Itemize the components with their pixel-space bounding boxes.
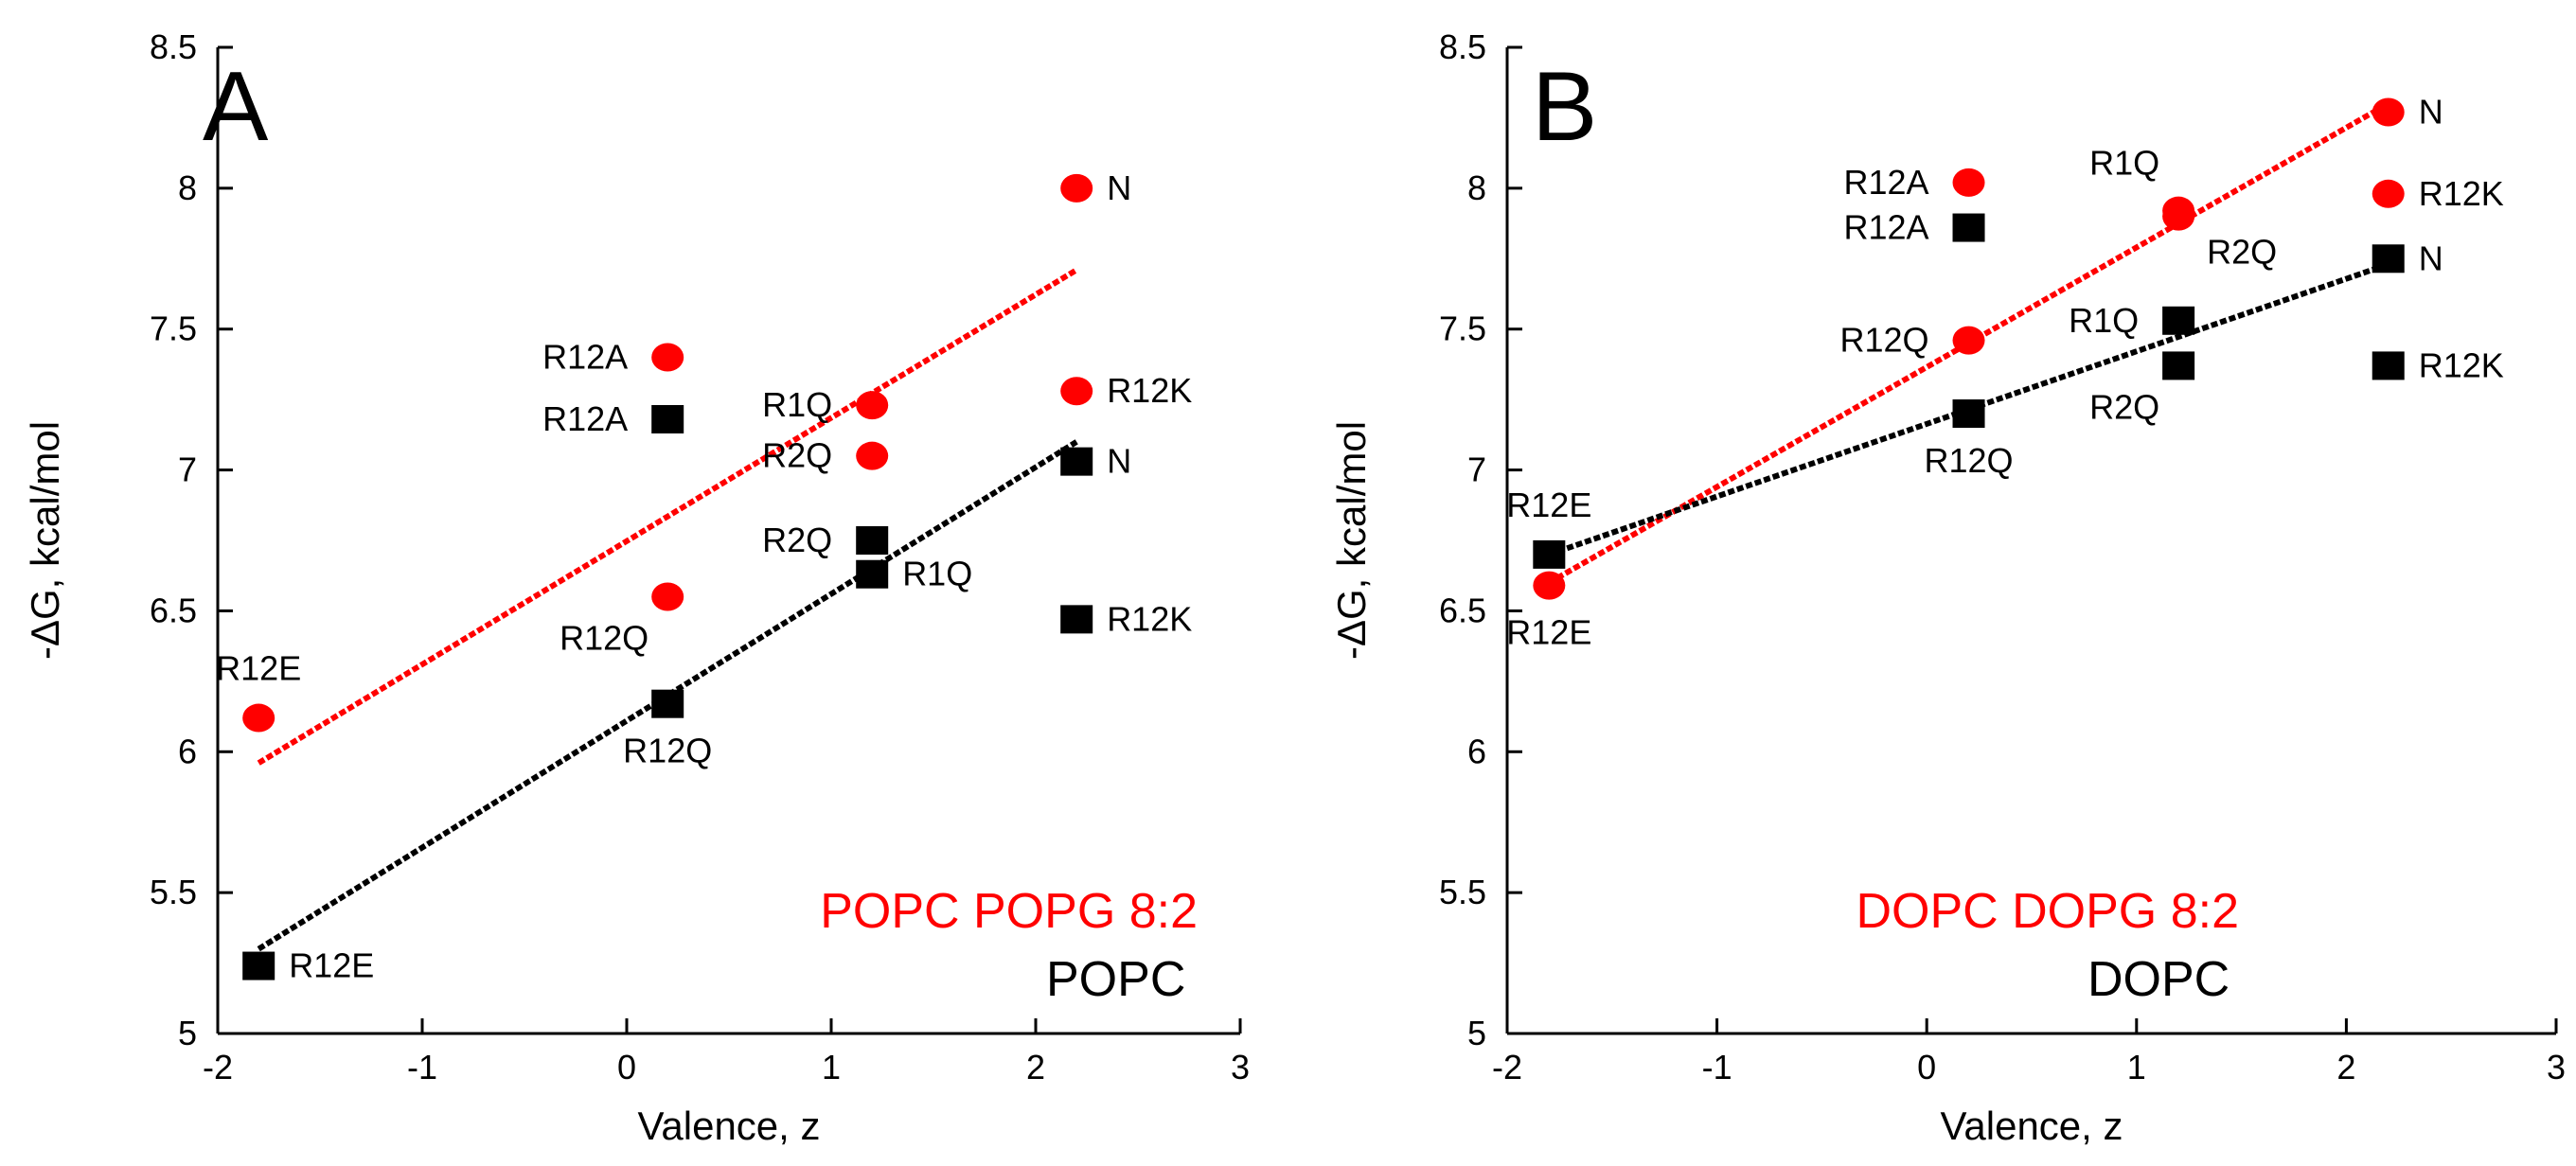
x-tick-label: -1 <box>407 1048 437 1086</box>
data-label: R1Q <box>2069 301 2139 340</box>
data-point-square <box>856 559 889 589</box>
data-label: N <box>1107 442 1131 481</box>
data-point-circle <box>242 703 275 733</box>
x-tick-label: -2 <box>203 1048 233 1086</box>
data-point-circle <box>651 582 684 611</box>
x-tick-label: 2 <box>2336 1048 2355 1086</box>
data-point-square <box>2162 306 2195 335</box>
data-label: R12E <box>1506 486 1591 524</box>
data-label: R2Q <box>762 521 832 559</box>
data-label: R12K <box>2419 174 2504 213</box>
data-point-circle <box>2372 179 2405 208</box>
fit-line-dopc <box>1548 261 2389 557</box>
data-label: R1Q <box>762 385 832 424</box>
data-point-circle <box>1533 571 1566 600</box>
data-label: R12E <box>289 946 374 985</box>
x-tick-label: 3 <box>1231 1048 1250 1086</box>
x-axis-label: Valence, z <box>638 1104 821 1148</box>
data-point-square <box>2372 351 2405 380</box>
data-label: N <box>2419 238 2443 277</box>
panel-title: A <box>203 52 269 162</box>
x-axis-label: Valence, z <box>1941 1104 2123 1148</box>
data-label: R1Q <box>902 555 972 593</box>
data-point-circle <box>2372 97 2405 127</box>
legend-entry: POPC POPG 8:2 <box>820 884 1198 939</box>
data-point-circle <box>2162 202 2195 231</box>
data-label: R12A <box>542 399 628 438</box>
data-label: N <box>2419 92 2443 131</box>
data-point-square <box>651 689 684 718</box>
legend-entry: DOPC <box>2087 952 2230 1007</box>
y-tick-label: 7 <box>178 450 197 489</box>
y-tick-label: 7 <box>1467 450 1486 489</box>
data-label: R12A <box>1843 163 1928 202</box>
y-tick-label: 6.5 <box>1439 591 1486 629</box>
x-tick-label: 1 <box>2127 1048 2146 1086</box>
panel-a: 5 5.5 6 6.5 7 7.5 8 8.5 -2 -1 0 1 2 3 Valence, z -ΔG, k… <box>23 27 1250 1148</box>
legend-entry: POPC <box>1046 952 1185 1007</box>
data-point-square <box>1060 605 1093 634</box>
x-tick-label: 1 <box>822 1048 841 1086</box>
data-point-circle <box>1060 173 1093 203</box>
x-tick-label: 2 <box>1026 1048 1045 1086</box>
data-point-circle <box>1060 377 1093 406</box>
data-label: R12Q <box>560 619 648 658</box>
data-label: R12K <box>1107 599 1192 638</box>
data-point-circle <box>1952 168 1985 197</box>
y-tick-label: 8.5 <box>1439 27 1486 66</box>
data-point-square <box>1952 213 1985 242</box>
y-tick-label: 7.5 <box>1439 309 1486 348</box>
data-label: R12Q <box>623 732 712 770</box>
y-tick-label: 5.5 <box>1439 873 1486 911</box>
data-label: R12K <box>1107 371 1192 410</box>
x-tick-label: 0 <box>617 1048 636 1086</box>
data-point-square <box>1060 447 1093 476</box>
y-tick-label: 7.5 <box>150 309 197 348</box>
legend-entry: DOPC DOPG 8:2 <box>1856 884 2239 939</box>
y-tick-label: 8 <box>178 168 197 207</box>
panel-b: 5 5.5 6 6.5 7 7.5 8 8.5 -2 -1 0 1 2 3 Valence, z -ΔG, k… <box>1329 27 2566 1148</box>
y-axis-label: -ΔG, kcal/mol <box>1329 421 1374 660</box>
data-label: R12Q <box>1839 321 1928 360</box>
data-point-square <box>651 404 684 433</box>
data-point-square <box>2372 244 2405 274</box>
y-tick-label: 6 <box>1467 732 1486 770</box>
data-point-square <box>856 526 889 555</box>
x-tick-label: -2 <box>1492 1048 1522 1086</box>
data-point-square <box>2162 351 2195 380</box>
data-label: R12A <box>542 337 628 376</box>
data-label: R2Q <box>762 436 832 475</box>
data-point-circle <box>651 343 684 372</box>
y-tick-label: 8 <box>1467 168 1486 207</box>
y-tick-label: 8.5 <box>150 27 197 66</box>
y-tick-label: 5 <box>1467 1014 1486 1052</box>
y-tick-label: 6 <box>178 732 197 770</box>
data-label: R12E <box>1506 613 1591 652</box>
data-label: R2Q <box>2089 387 2159 426</box>
data-label: N <box>1107 168 1131 207</box>
data-point-square <box>1952 399 1985 429</box>
data-label: R12Q <box>1924 441 2013 480</box>
data-label: R12K <box>2419 345 2504 384</box>
data-point-square <box>1533 539 1566 569</box>
data-label: R2Q <box>2207 233 2277 272</box>
data-point-circle <box>856 441 889 470</box>
y-tick-label: 6.5 <box>150 591 197 629</box>
data-label: R1Q <box>2089 144 2159 183</box>
data-label: R12E <box>216 649 301 688</box>
fit-line-popc-popg-8-2 <box>257 267 1078 766</box>
y-tick-label: 5 <box>178 1014 197 1052</box>
x-tick-label: -1 <box>1702 1048 1732 1086</box>
data-point-circle <box>856 391 889 420</box>
y-axis-label: -ΔG, kcal/mol <box>23 421 67 660</box>
x-tick-label: 0 <box>1917 1048 1936 1086</box>
x-tick-label: 3 <box>2547 1048 2566 1086</box>
y-tick-label: 5.5 <box>150 873 197 911</box>
panel-title: B <box>1532 52 1597 162</box>
data-point-square <box>242 951 275 980</box>
data-point-circle <box>1952 326 1985 355</box>
data-label: R12A <box>1843 208 1928 247</box>
